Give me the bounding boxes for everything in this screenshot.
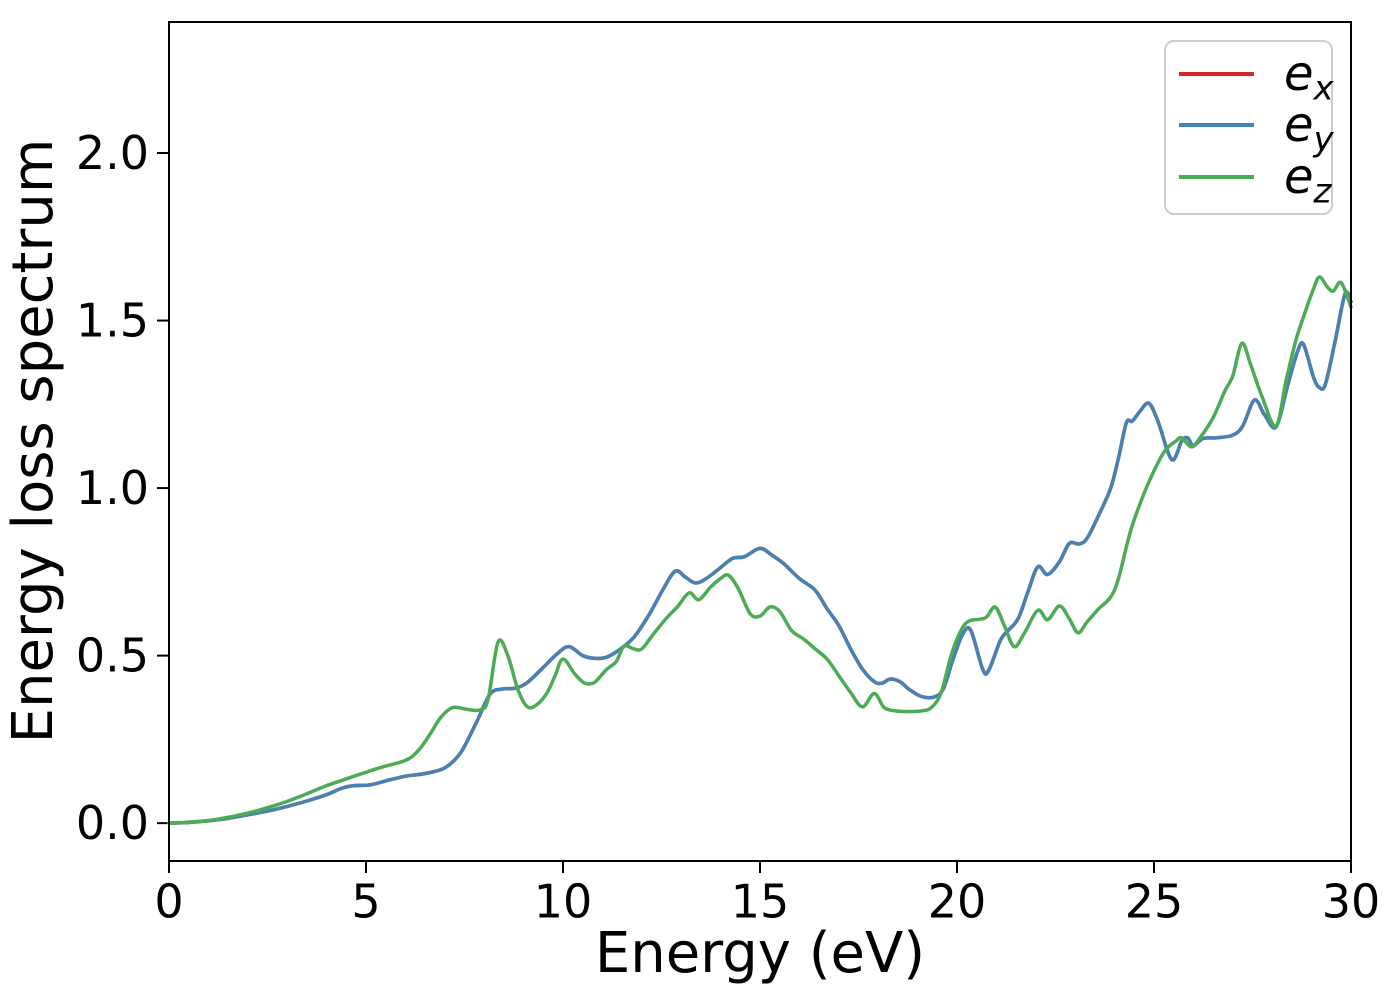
x-axis-label: Energy (eV) xyxy=(595,921,925,986)
legend-swatch-ez-icon xyxy=(1179,175,1254,180)
legend-label-ey-base: e xyxy=(1284,97,1314,154)
x-tick-label: 10 xyxy=(534,874,593,928)
legend-swatch-ey-icon xyxy=(1179,123,1254,128)
legend: ex ey ez xyxy=(1164,40,1334,215)
legend-label-ey-sub: y xyxy=(1313,120,1334,160)
legend-label-ex: ex xyxy=(1284,50,1334,106)
y-tick-label: 1.0 xyxy=(76,461,149,515)
axis-ticks: 0 5 10 15 20 25 30 0.0 0.5 1.0 1.5 2.0 xyxy=(76,126,1380,928)
legend-label-ez-base: e xyxy=(1284,149,1314,206)
plot-border xyxy=(168,21,1352,862)
y-tick-label: 0.5 xyxy=(76,629,149,683)
x-tick-label: 0 xyxy=(154,874,183,928)
series-line-ey xyxy=(167,290,1353,825)
x-tick-label: 20 xyxy=(928,874,987,928)
legend-entry-ex: ex xyxy=(1166,50,1334,106)
legend-label-ex-sub: x xyxy=(1313,68,1334,109)
series-lines xyxy=(167,275,1353,825)
legend-entry-ey: ey xyxy=(1166,101,1334,157)
y-tick-label: 2.0 xyxy=(76,126,149,180)
x-tick-label: 15 xyxy=(731,874,790,928)
y-tick-label: 0.0 xyxy=(76,796,149,850)
legend-label-ez-sub: z xyxy=(1313,171,1332,212)
x-tick-label: 5 xyxy=(351,874,380,928)
y-axis-label: Energy loss spectrum xyxy=(1,139,66,744)
series-line-ez xyxy=(167,275,1353,825)
legend-label-ez: ez xyxy=(1284,153,1331,209)
legend-label-ex-base: e xyxy=(1284,45,1314,102)
x-tick-label: 25 xyxy=(1125,874,1184,928)
legend-label-ey: ey xyxy=(1284,101,1334,157)
y-tick-label: 1.5 xyxy=(76,294,149,348)
x-tick-label: 30 xyxy=(1322,874,1381,928)
series-line-ex xyxy=(167,290,1353,825)
legend-entry-ez: ez xyxy=(1166,153,1331,209)
legend-swatch-ex-icon xyxy=(1179,71,1254,76)
